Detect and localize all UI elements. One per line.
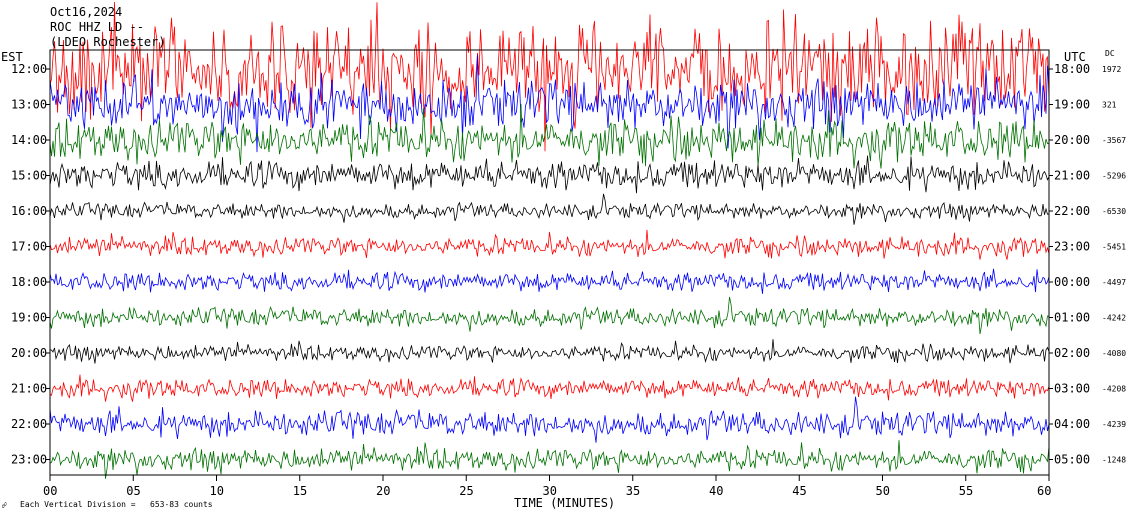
seismic-trace-2300 bbox=[49, 440, 1050, 479]
seismic-trace-1600 bbox=[49, 193, 1050, 225]
x-tick-label: 00 bbox=[43, 484, 57, 498]
est-tick-label: 18:00 bbox=[11, 275, 47, 289]
est-tick-label: 14:00 bbox=[11, 133, 47, 147]
x-tick-label: 25 bbox=[459, 484, 473, 498]
seismic-trace-1700 bbox=[49, 229, 1050, 260]
est-tick-label: 19:00 bbox=[11, 311, 47, 325]
seismic-trace-1200 bbox=[49, 1, 1050, 152]
scale-note-value: 653-83 counts bbox=[150, 500, 213, 509]
seismic-trace-1900 bbox=[49, 296, 1050, 335]
utc-tick-label: 01:00 bbox=[1054, 311, 1090, 325]
scale-note-icon: ☍ bbox=[2, 501, 7, 510]
trace-layer bbox=[49, 1, 1050, 479]
est-tick-label: 21:00 bbox=[11, 382, 47, 396]
station-label: ROC HHZ LD -- bbox=[50, 20, 144, 34]
date-label: Oct16,2024 bbox=[50, 5, 122, 19]
est-axis-title: EST bbox=[1, 50, 23, 64]
utc-tick-label: 19:00 bbox=[1054, 98, 1090, 112]
x-tick-group: 00 05 10 15 20 25 30 35 40 45 50 55 60 bbox=[43, 475, 1051, 498]
utc-tick-label: 22:00 bbox=[1054, 204, 1090, 218]
seismic-trace-2200 bbox=[49, 396, 1050, 443]
x-tick-label: 30 bbox=[543, 484, 557, 498]
dc-offset-label: -4497 bbox=[1102, 278, 1126, 287]
seismic-trace-2000 bbox=[49, 339, 1050, 364]
x-tick-label: 40 bbox=[709, 484, 723, 498]
utc-axis-title: UTC bbox=[1064, 50, 1086, 64]
scale-note: Each Vertical Division = bbox=[20, 500, 136, 509]
utc-tick-label: 23:00 bbox=[1054, 240, 1090, 254]
est-tick-label: 17:00 bbox=[11, 240, 47, 254]
dc-offset-label: -6530 bbox=[1102, 207, 1126, 216]
x-tick-label: 05 bbox=[126, 484, 140, 498]
utc-tick-label: 20:00 bbox=[1054, 133, 1090, 147]
seismic-trace-1400 bbox=[49, 103, 1050, 169]
x-axis-label: TIME (MINUTES) bbox=[514, 496, 615, 510]
seismic-trace-1500 bbox=[49, 155, 1050, 194]
dc-offset-label: 1972 bbox=[1102, 65, 1121, 74]
x-tick-label: 45 bbox=[792, 484, 806, 498]
dc-offset-label: -4080 bbox=[1102, 349, 1126, 358]
dc-offset-labels: 1972 321 -3567 -5296 -6530 -5451 -4497 -4242 -40… bbox=[1102, 65, 1126, 465]
est-tick-label: 23:00 bbox=[11, 453, 47, 467]
x-tick-label: 50 bbox=[876, 484, 890, 498]
utc-tick-labels: 18:00 19:00 20:00 21:00 22:00 23:00 00:00 01:00… bbox=[1054, 62, 1090, 467]
utc-tick-label: 00:00 bbox=[1054, 275, 1090, 289]
est-tick-label: 22:00 bbox=[11, 417, 47, 431]
location-label: (LDEO Rochester) bbox=[50, 35, 166, 49]
dc-offset-label: -1248 bbox=[1102, 456, 1126, 465]
utc-tick-label: 04:00 bbox=[1054, 417, 1090, 431]
seismic-trace-1800 bbox=[49, 268, 1050, 294]
x-tick-label: 35 bbox=[626, 484, 640, 498]
est-tick-label: 15:00 bbox=[11, 169, 47, 183]
x-tick-label: 60 bbox=[1037, 484, 1051, 498]
utc-tick-label: 18:00 bbox=[1054, 62, 1090, 76]
utc-tick-label: 05:00 bbox=[1054, 453, 1090, 467]
dc-offset-label: -5451 bbox=[1102, 243, 1126, 252]
dc-offset-label: -4208 bbox=[1102, 385, 1126, 394]
seismic-trace-1300 bbox=[49, 55, 1050, 153]
dc-offset-label: 321 bbox=[1102, 101, 1117, 110]
dc-offset-label: -3567 bbox=[1102, 136, 1126, 145]
dc-offset-label: -4242 bbox=[1102, 314, 1126, 323]
utc-tick-label: 21:00 bbox=[1054, 169, 1090, 183]
x-tick-label: 15 bbox=[293, 484, 307, 498]
est-tick-label: 20:00 bbox=[11, 346, 47, 360]
x-tick-label: 55 bbox=[959, 484, 973, 498]
dc-offset-label: -4239 bbox=[1102, 420, 1126, 429]
seismic-trace-2100 bbox=[49, 374, 1050, 402]
est-tick-label: 12:00 bbox=[11, 62, 47, 76]
est-tick-label: 16:00 bbox=[11, 204, 47, 218]
x-tick-label: 20 bbox=[376, 484, 390, 498]
dc-axis-title: DC bbox=[1105, 49, 1115, 58]
plot-frame bbox=[49, 49, 1050, 476]
x-tick-label: 10 bbox=[210, 484, 224, 498]
utc-tick-label: 02:00 bbox=[1054, 346, 1090, 360]
utc-tick-label: 03:00 bbox=[1054, 382, 1090, 396]
est-tick-label: 13:00 bbox=[11, 98, 47, 112]
est-tick-labels: 12:00 13:00 14:00 15:00 16:00 17:00 18:00 19:00… bbox=[11, 62, 1053, 467]
dc-offset-label: -5296 bbox=[1102, 172, 1126, 181]
